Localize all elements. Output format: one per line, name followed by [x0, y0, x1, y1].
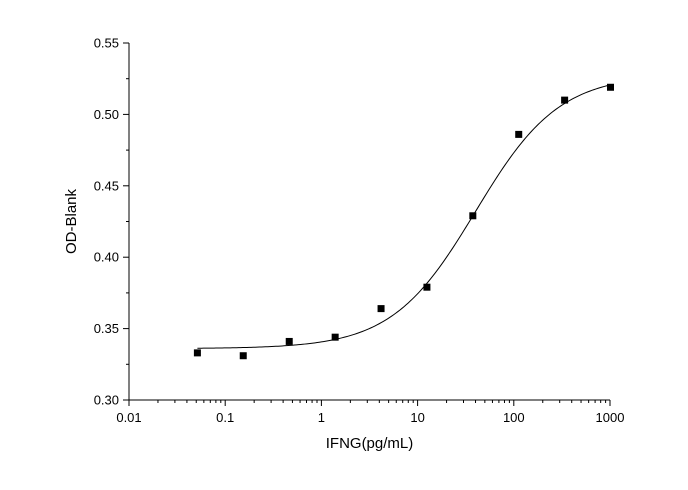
data-point: [239, 352, 247, 360]
y-tick-label: 0.40: [94, 250, 119, 265]
data-point: [469, 212, 477, 220]
data-point: [193, 349, 201, 357]
x-tick-label: 1: [318, 410, 325, 425]
x-tick-label: 100: [503, 410, 525, 425]
data-point: [561, 96, 569, 104]
y-axis-title: OD-Blank: [63, 188, 80, 254]
data-point: [377, 305, 385, 313]
y-tick-label: 0.35: [94, 321, 119, 336]
x-tick-label: 0.1: [216, 410, 234, 425]
data-point: [423, 283, 431, 291]
data-point: [606, 83, 614, 91]
y-tick-label: 0.30: [94, 393, 119, 408]
data-point: [285, 337, 293, 345]
data-point: [331, 333, 339, 341]
x-tick-label: 10: [410, 410, 424, 425]
x-tick-label: 0.01: [116, 410, 141, 425]
y-tick-label: 0.45: [94, 178, 119, 193]
x-axis-title: IFNG(pg/mL): [326, 435, 414, 452]
y-tick-label: 0.55: [94, 36, 119, 51]
fit-curve: [197, 84, 611, 349]
x-tick-label: 1000: [596, 410, 625, 425]
y-tick-label: 0.50: [94, 107, 119, 122]
y-ticks: 0.30 0.35 0.40 0.45 0.50 0.55: [94, 36, 129, 408]
x-ticks: 0.01 0.1 1 10 100 1000: [116, 400, 624, 425]
data-point: [515, 130, 523, 138]
data-points: [193, 83, 614, 360]
